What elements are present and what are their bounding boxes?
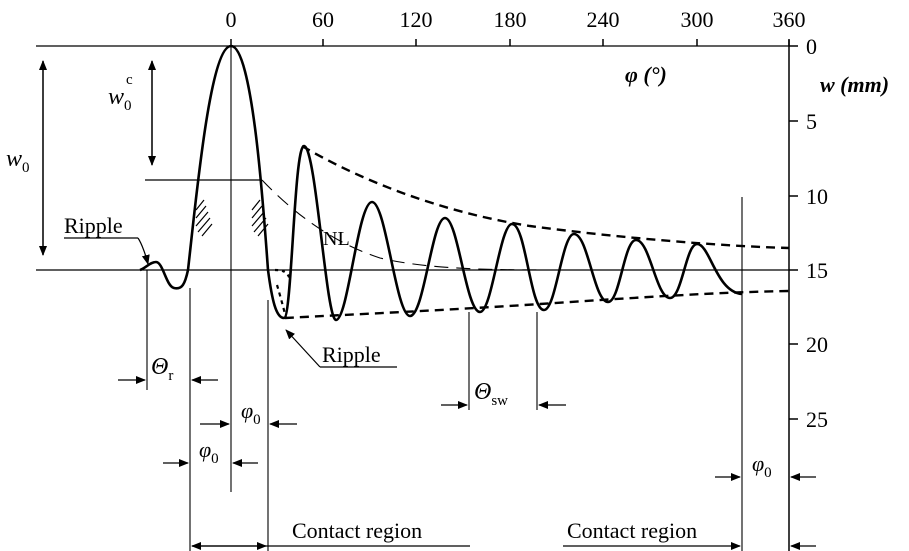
- ripple-bottom-label: Ripple: [322, 342, 381, 367]
- right-axis: 0 5 10 15 20 25: [788, 34, 828, 551]
- ripple-top-label: Ripple: [64, 213, 123, 238]
- right-tick-20: 20: [806, 332, 828, 357]
- contact-edge-dashed: [275, 284, 288, 319]
- top-tick-240: 240: [587, 7, 620, 32]
- top-tick-360: 360: [773, 7, 806, 32]
- phi-axis-label: φ (°): [625, 62, 667, 87]
- w-axis-label: w (mm): [820, 72, 889, 97]
- nl-curve: [261, 179, 561, 271]
- lower-envelope-dashed: [284, 289, 790, 320]
- top-axis: 0 60 120 180 240 300 360: [226, 7, 806, 46]
- phi0-label-right: φ0: [752, 451, 772, 481]
- deformation-curve: [139, 44, 743, 322]
- w0-label: w0: [6, 146, 30, 176]
- top-tick-180: 180: [494, 7, 527, 32]
- helper-vertical-lines: [146, 46, 743, 551]
- contact-region-right-label: Contact region: [567, 518, 697, 543]
- theta-sw-label: Θsw: [474, 379, 508, 409]
- top-tick-120: 120: [400, 7, 433, 32]
- nl-label: NL: [323, 228, 350, 250]
- w0c-superscript: c: [126, 72, 133, 88]
- ripple-bottom-leader: [285, 329, 321, 368]
- w0c-label: w0: [108, 84, 132, 114]
- top-tick-0: 0: [226, 7, 237, 32]
- right-tick-25: 25: [806, 407, 828, 432]
- theta-r-label: Θr: [151, 354, 173, 384]
- top-tick-300: 300: [681, 7, 714, 32]
- right-tick-15: 15: [806, 258, 828, 283]
- right-tick-0: 0: [806, 34, 817, 59]
- hatch-right: [251, 199, 269, 237]
- ripple-dotted-start: [274, 268, 292, 281]
- phi0-label-upper: φ0: [241, 398, 261, 428]
- contact-region-left-label: Contact region: [292, 518, 422, 543]
- top-tick-60: 60: [312, 7, 334, 32]
- right-tick-10: 10: [806, 184, 828, 209]
- right-tick-5: 5: [806, 109, 817, 134]
- ripple-top-leader: [137, 237, 150, 265]
- upper-envelope-dashed: [301, 144, 790, 250]
- phi0-label-lower: φ0: [199, 437, 219, 467]
- hatch-left: [195, 199, 213, 237]
